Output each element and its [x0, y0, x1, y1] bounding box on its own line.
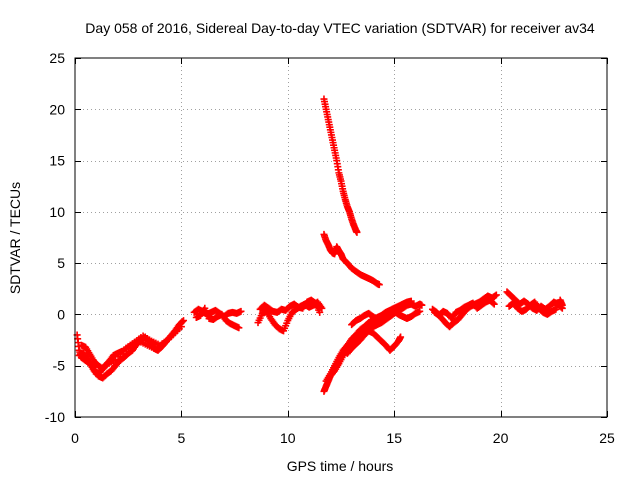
- data-segment: [505, 296, 566, 318]
- data-point-marker: [316, 308, 324, 316]
- data-segment: [320, 230, 383, 289]
- data-segment: [320, 95, 361, 236]
- data-points: [73, 95, 566, 395]
- y-tick-label: 10: [49, 204, 65, 220]
- series-sdtvar: [73, 95, 566, 395]
- data-point-marker: [375, 281, 383, 289]
- data-segment: [192, 304, 243, 332]
- data-segment: [256, 296, 324, 316]
- data-point-marker: [180, 317, 188, 325]
- data-segment: [348, 307, 424, 329]
- y-tick-label: 25: [49, 50, 65, 66]
- y-tick-label: 5: [57, 255, 65, 271]
- data-segment: [73, 317, 188, 382]
- x-tick-label: 0: [71, 430, 79, 446]
- data-point-marker: [397, 333, 405, 341]
- x-axis-label: GPS time / hours: [287, 458, 394, 474]
- data-segment: [254, 298, 326, 335]
- axis-ticks: 0 5 10 15 20 25 -10 -5 0 5 10 15 20 25: [45, 50, 615, 446]
- data-point-marker: [173, 325, 181, 333]
- x-tick-label: 10: [280, 430, 296, 446]
- data-point-marker: [416, 307, 424, 315]
- data-point-marker: [558, 301, 566, 309]
- x-tick-label: 5: [178, 430, 186, 446]
- x-tick-label: 25: [599, 430, 615, 446]
- y-tick-label: -5: [53, 358, 66, 374]
- data-point-marker: [407, 297, 415, 305]
- y-axis-label: SDTVAR / TECUs: [7, 182, 23, 294]
- data-point-marker: [418, 301, 426, 309]
- y-tick-label: 20: [49, 101, 65, 117]
- y-tick-label: 15: [49, 153, 65, 169]
- y-tick-label: -10: [45, 409, 65, 425]
- data-point-marker: [490, 300, 498, 308]
- data-segment: [77, 325, 181, 373]
- data-segment: [343, 327, 405, 357]
- data-point-marker: [177, 323, 185, 331]
- data-point-marker: [235, 324, 243, 332]
- x-tick-label: 20: [493, 430, 509, 446]
- y-tick-label: 0: [57, 306, 65, 322]
- data-segment: [431, 296, 498, 323]
- grid-lines: [75, 58, 607, 417]
- data-point-marker: [489, 299, 497, 307]
- data-point-marker: [178, 318, 186, 326]
- chart-title: Day 058 of 2016, Sidereal Day-to-day VTE…: [85, 20, 595, 36]
- plot-frame: [74, 57, 608, 418]
- x-tick-label: 15: [386, 430, 402, 446]
- data-point-marker: [237, 307, 245, 315]
- data-point-marker: [492, 291, 500, 299]
- data-point-marker: [353, 228, 361, 236]
